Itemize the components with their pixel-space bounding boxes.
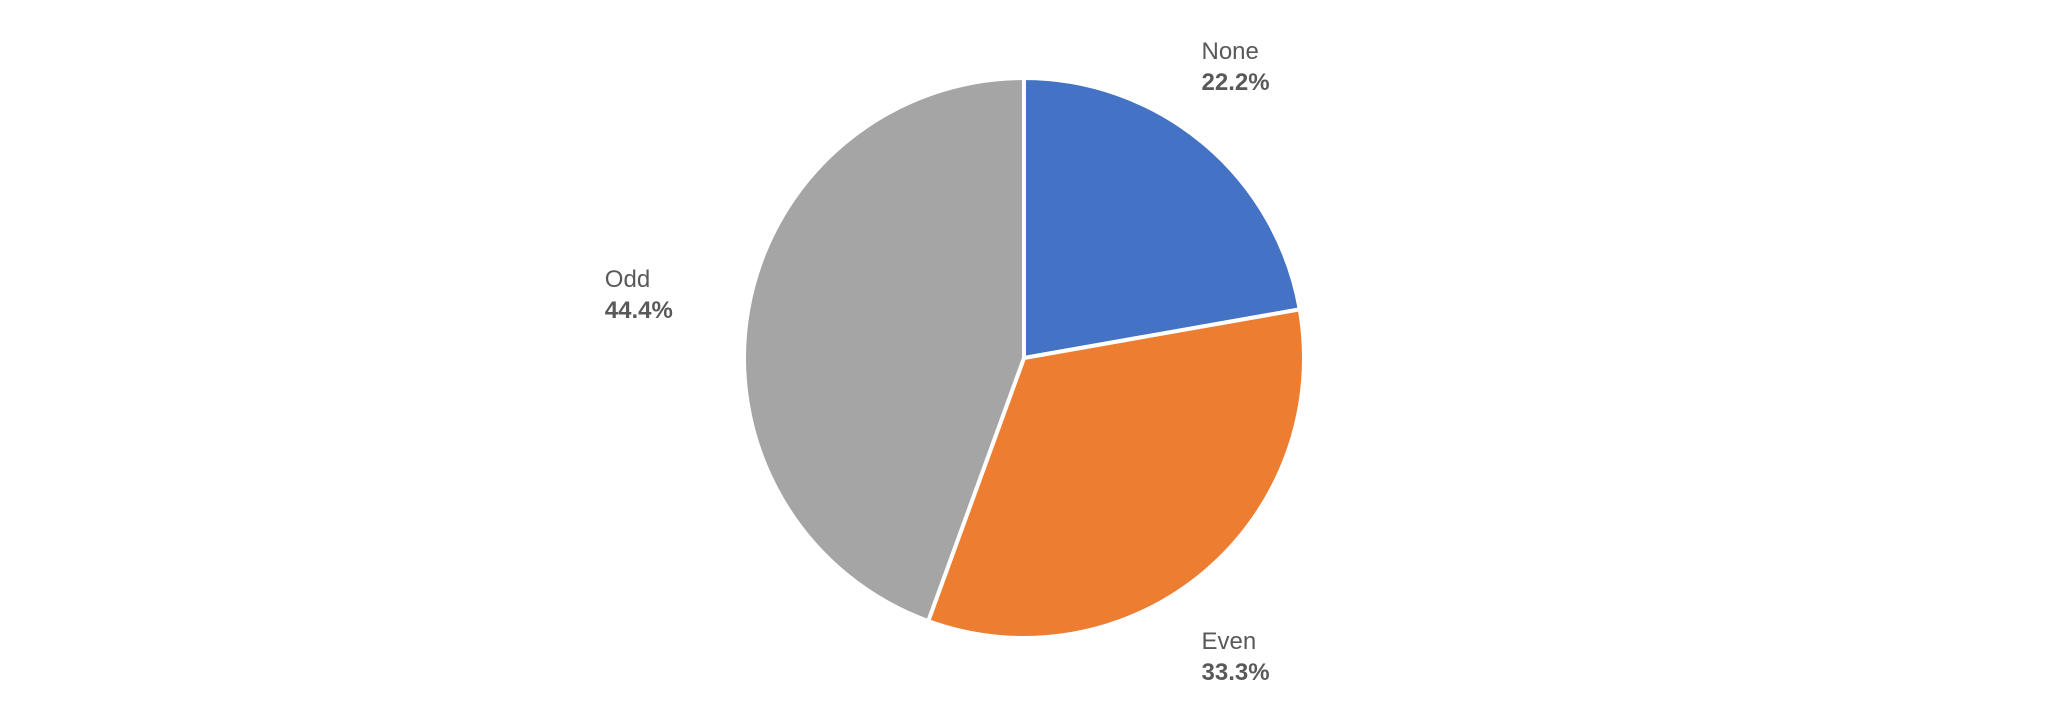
pie-slice-odd <box>742 76 1026 624</box>
pie-slices <box>742 76 1306 640</box>
slice-label-none: None <box>1202 38 1259 65</box>
slice-label-even: Even <box>1202 628 1257 655</box>
slice-label-odd: Odd <box>605 266 650 293</box>
pie-slice-none <box>1022 76 1302 360</box>
slice-value-label-even: 33.3% <box>1202 659 1270 686</box>
slice-value-label-none: 22.2% <box>1202 69 1270 96</box>
slice-value-label-odd: 44.4% <box>605 297 673 324</box>
pie-labels: None 22.2% Even 33.3% Odd 44.4% <box>605 38 1270 686</box>
pie-slice-even <box>926 307 1306 640</box>
